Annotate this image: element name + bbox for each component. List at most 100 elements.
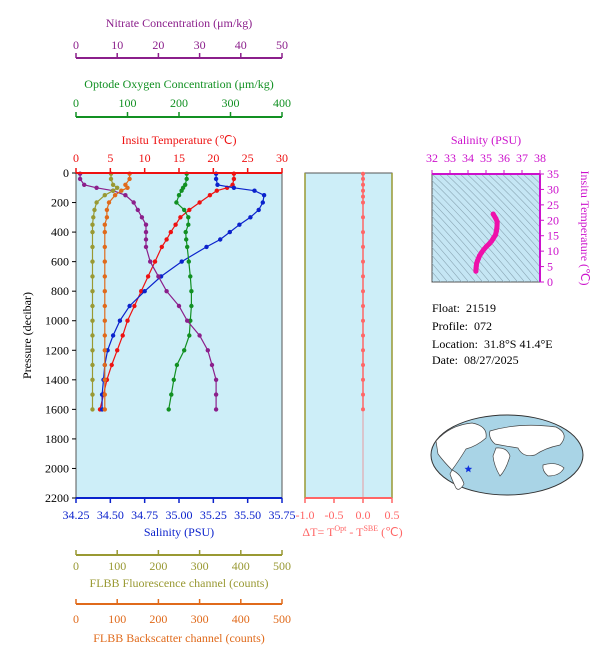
salinity-data-point [248,215,253,220]
backscatter-data-point [102,244,108,250]
ts-temperature-tick-label: 30 [547,182,559,196]
nitrate-data-point [164,289,169,294]
fluorescence-data-point [90,392,95,397]
temperature-data-point [207,193,213,198]
fluorescence-data-point [90,333,95,338]
salinity-data-point [227,229,232,235]
nitrate-data-point [213,377,219,382]
delta-t-data-point [361,289,365,294]
temperature-tick-label: 30 [276,151,288,165]
temperature-data-point [139,289,144,294]
fluorescence-data-point [115,185,120,190]
salinity-tick-label: 34.50 [97,508,124,522]
float-id: Float: 21519 [432,301,497,315]
delta-t-data-point [361,348,365,353]
salinity-tick-label: 35.25 [200,508,227,522]
nitrate-data-point [123,193,128,198]
temperature-data-point [178,215,183,220]
nitrate-profile-line [79,173,217,410]
oxygen-data-point [166,407,171,412]
salinity-data-point [237,222,242,227]
oxygen-tick-label: 0 [73,96,79,110]
oxygen-data-point [188,318,193,323]
backscatter-data-point [102,229,108,235]
ts-isopycnal [432,174,533,282]
backscatter-data-point [102,222,108,227]
salinity-data-point [252,188,257,193]
oxygen-data-point [187,333,192,338]
ts-data-point [492,232,498,238]
nitrate-data-point [77,176,83,182]
backscatter-tick-label: 200 [149,612,167,626]
oxygen-tick-label: 300 [222,96,240,110]
ts-temperature-tick-label: 35 [547,167,559,181]
fluorescence-data-point [90,348,95,353]
ts-isopycnal [473,174,540,244]
fluorescence-tick-label: 100 [108,559,126,573]
temperature-data-point [197,200,202,205]
delta-t-axis-title: ΔT= TOpt - TSBE (℃) [302,524,402,539]
delta-t-data-point [361,304,365,308]
nitrate-data-point [94,185,99,190]
nitrate-data-point [131,200,136,205]
delta-t-data-point [361,215,365,220]
nitrate-data-point [143,222,149,227]
ts-temperature-tick-label: 15 [547,229,559,243]
world-map-landmass [489,424,565,457]
delta-t-title-superscript: Opt [334,524,347,533]
fluorescence-data-point [90,407,95,412]
ts-salinity-tick-label: 33 [444,151,456,165]
temperature-data-point [168,229,173,235]
nitrate-data-point [185,318,190,323]
temperature-tick-label: 20 [207,151,219,165]
oxygen-data-point [174,200,179,205]
temperature-data-point [164,237,169,242]
ts-temperature-axis-title: Insitu Temperature (℃) [578,170,592,285]
profile-number: Profile: 072 [432,319,492,333]
world-map-landmass [435,422,487,471]
oxygen-data-point [186,222,191,227]
ts-salinity-tick-label: 34 [462,151,474,165]
temperature-data-point [115,348,120,353]
oxygen-data-point [179,188,184,193]
profile-date: Date: 08/27/2025 [432,353,519,367]
oxygen-data-point [186,259,191,264]
delta-t-data-point [361,333,365,338]
backscatter-tick-label: 100 [108,612,126,626]
nitrate-data-point [209,362,215,368]
temperature-tick-label: 15 [173,151,185,165]
backscatter-data-point [102,259,108,264]
fluorescence-tick-label: 200 [149,559,167,573]
salinity-data-point [204,244,209,250]
nitrate-data-point [135,207,140,213]
ts-isopycnal [432,180,526,282]
oxygen-tick-label: 200 [170,96,188,110]
salinity-data-point [213,176,219,182]
backscatter-data-point [102,318,108,323]
world-map-landmass [449,469,465,490]
temperature-data-point [132,303,137,309]
backscatter-data-point [104,215,110,220]
nitrate-data-point [213,407,219,412]
ts-temperature-tick-label: 25 [547,198,559,212]
salinity-data-point [218,237,223,242]
pressure-tick-label: 600 [51,255,69,269]
oxygen-data-point [183,229,188,235]
backscatter-data-point [102,348,108,353]
nitrate-data-point [197,333,202,338]
pressure-tick-label: 400 [51,225,69,239]
ts-salinity-tick-label: 35 [480,151,492,165]
delta-t-data-point [361,230,365,235]
temperature-tick-label: 5 [107,151,113,165]
pressure-tick-label: 1000 [45,314,69,328]
temperature-axis-title: Insitu Temperature (℃) [121,133,236,147]
oxygen-data-point [171,377,176,382]
ts-temperature-tick-label: 20 [547,213,559,227]
backscatter-data-point [102,377,108,382]
delta-t-tick-label: -1.0 [296,508,315,522]
delta-t-data-point [361,194,365,199]
delta-t-data-point [361,407,365,412]
salinity-data-point [179,259,184,264]
backscatter-data-point [127,176,132,182]
